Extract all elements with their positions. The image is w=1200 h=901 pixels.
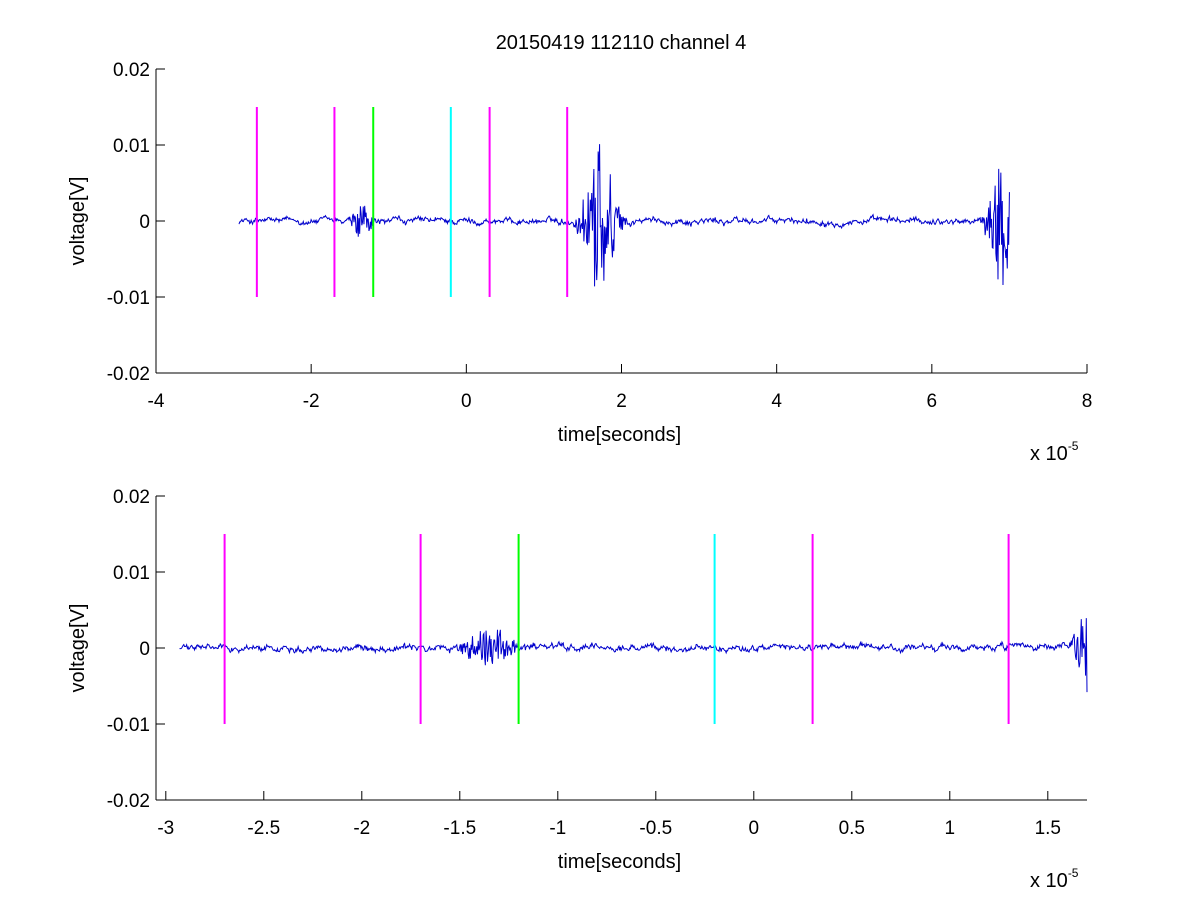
y-tick-label: 0.02 (113, 60, 150, 81)
x-tick-label: -4 (148, 391, 165, 412)
x-tick-label: 4 (771, 391, 782, 412)
x-exponent-label: x 10-5 (1030, 866, 1079, 892)
x-tick-label: 2 (616, 391, 627, 412)
x-tick-label: -1.5 (443, 818, 476, 839)
y-tick-label: 0.02 (113, 487, 150, 508)
x-tick-label: -2.5 (247, 818, 280, 839)
y-tick-label: -0.02 (107, 364, 150, 385)
x-tick-label: 1 (945, 818, 956, 839)
x-tick-label: -2 (303, 391, 320, 412)
signal-trace (238, 144, 1010, 287)
y-tick-label: -0.02 (107, 791, 150, 812)
x-tick-label: 0 (749, 818, 760, 839)
x-axis-label: time[seconds] (558, 424, 681, 446)
x-tick-label: 0 (461, 391, 472, 412)
x-tick-label: 6 (927, 391, 938, 412)
x-tick-label: 0.5 (839, 818, 865, 839)
x-tick-label: -1 (549, 818, 566, 839)
signal-trace (179, 618, 1088, 693)
x-exponent-power: -5 (1068, 866, 1079, 880)
y-tick-label: 0.01 (113, 563, 150, 584)
x-axis-label: time[seconds] (558, 851, 681, 873)
x-exponent-power: -5 (1068, 439, 1079, 453)
x-tick-label: 1.5 (1035, 818, 1061, 839)
y-tick-label: -0.01 (107, 288, 150, 309)
x-exponent-base: x 10 (1030, 870, 1068, 892)
x-tick-label: -3 (157, 818, 174, 839)
y-tick-label: 0 (139, 639, 150, 660)
y-axis-label: voltage[V] (67, 604, 89, 693)
y-axis-label: voltage[V] (67, 177, 89, 266)
bottom-axes: -0.02 -0.01 0 0.01 0.02 -3 -2.5 -2 -1.5 -1 -0.5 0 0.… (67, 487, 1088, 892)
y-tick-label: 0 (139, 212, 150, 233)
figure-title: 20150419 112110 channel 4 (496, 32, 747, 54)
y-tick-label: 0.01 (113, 136, 150, 157)
x-exponent-label: x 10-5 (1030, 439, 1079, 465)
x-tick-label: -2 (353, 818, 370, 839)
x-tick-label: 8 (1082, 391, 1093, 412)
y-tick-label: -0.01 (107, 715, 150, 736)
x-tick-label: -0.5 (639, 818, 672, 839)
top-axes: -0.02 -0.01 0 0.01 0.02 -4 -2 0 2 4 6 8 time[seconds… (67, 60, 1092, 465)
x-exponent-base: x 10 (1030, 443, 1068, 465)
